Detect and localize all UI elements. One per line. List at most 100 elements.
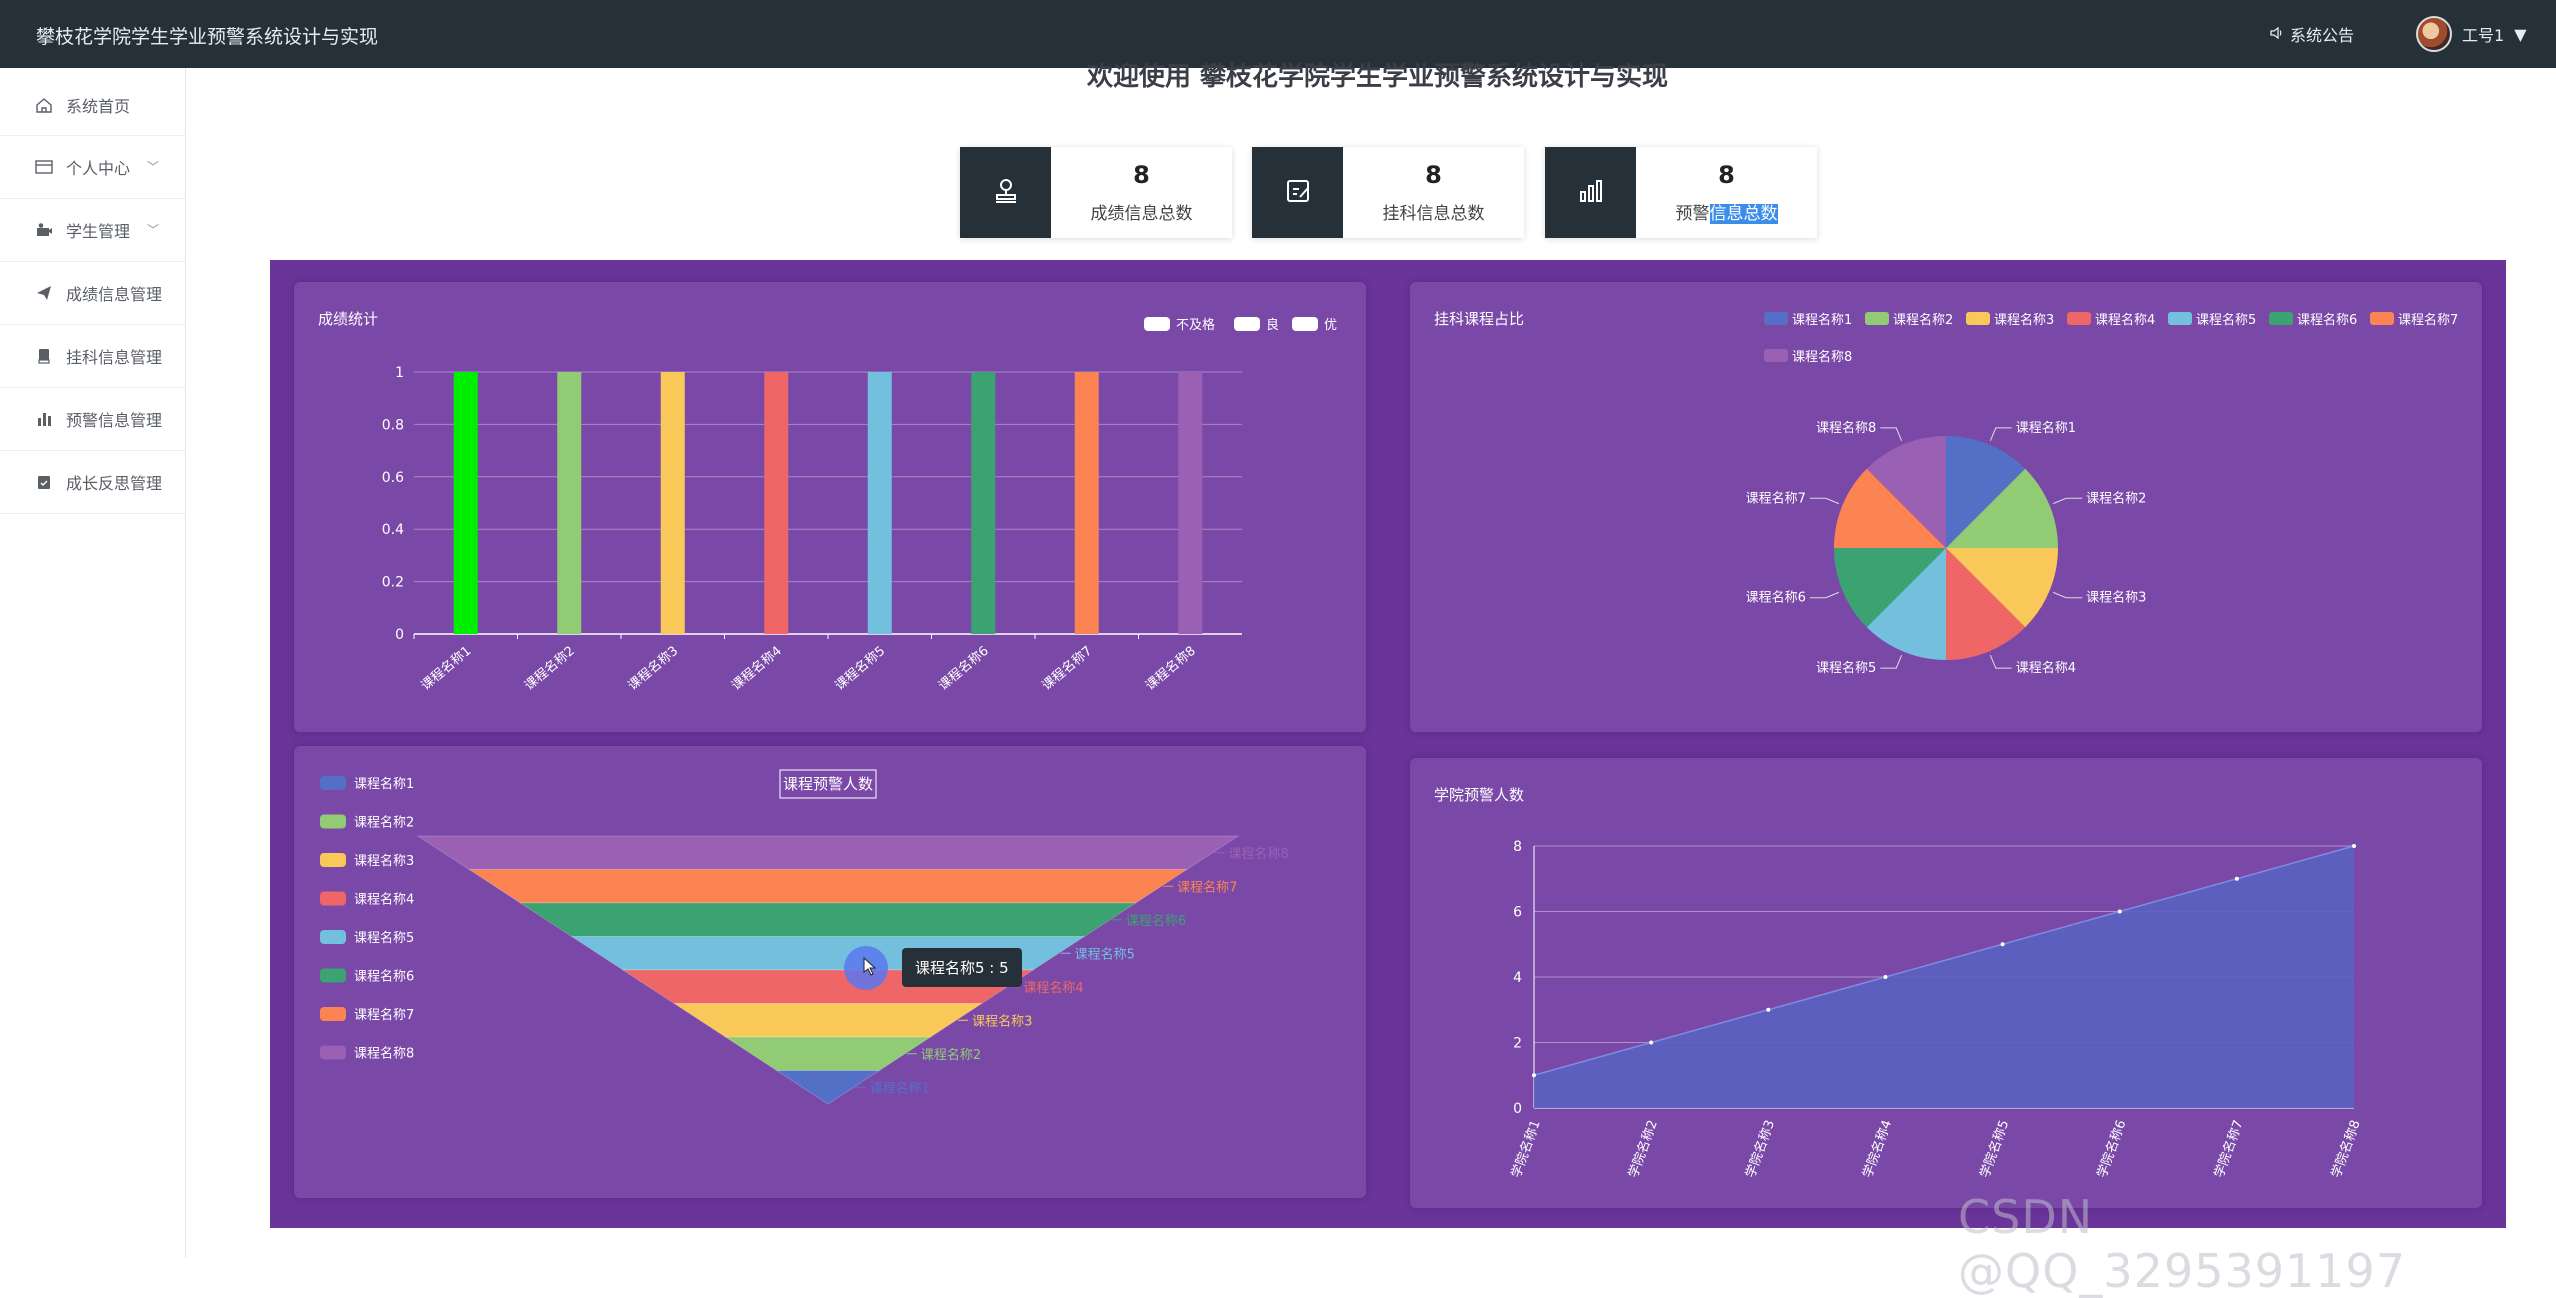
data-point (2234, 876, 2239, 881)
bar (764, 372, 789, 634)
sidebar-item-label: 预警信息管理 (66, 411, 163, 430)
funnel-label: 课程名称2 (921, 1047, 981, 1063)
chart-tooltip: 课程名称5 : 5 (902, 948, 1022, 987)
user-menu[interactable]: 工号1 ▼ (2416, 16, 2527, 52)
funnel-label: 课程名称5 (1075, 946, 1135, 962)
stat-label: 预警信息总数 (1675, 204, 1778, 224)
pie-label-line (2052, 591, 2083, 599)
x-tick-label: 学院名称7 (2211, 1118, 2247, 1180)
pie-label: 课程名称2 (2086, 490, 2146, 506)
panel-fail-ratio: 挂科课程占比 课程名称1 课程名称2 课程名称3 课程名称4 课程名称5 课程名称6 课程名… (1410, 282, 2482, 732)
pie-label: 课程名称7 (1746, 490, 1806, 506)
funnel-segment (416, 835, 1240, 870)
sidebar-item-warnings[interactable]: 预警信息管理 (0, 388, 185, 451)
sidebar-item-label: 系统首页 (66, 96, 131, 116)
sidebar-item-label: 成长反思管理 (66, 474, 163, 493)
bar (1074, 372, 1099, 634)
bar (660, 372, 685, 634)
stat-card-grades[interactable]: 8 成绩信息总数 (960, 147, 1232, 238)
legend-label: 课程名称5 (354, 930, 414, 946)
sidebar-item-profile[interactable]: 个人中心 ﹀ (0, 136, 185, 199)
x-tick-label: 学院名称2 (1625, 1118, 1661, 1180)
bar (867, 372, 892, 634)
chevron-down-icon: ﹀ (146, 223, 159, 237)
y-tick-label: 4 (1513, 970, 1522, 986)
top-bar: 攀枝花学院学生学业预警系统设计与实现 系统公告 工号1 ▼ (0, 0, 2556, 68)
pie-label-line (1809, 497, 1840, 505)
book-icon (34, 347, 54, 365)
legend-swatch (320, 814, 346, 829)
legend-label: 课程名称1 (354, 776, 414, 792)
area-fill (1534, 846, 2354, 1108)
sidebar-item-fails[interactable]: 挂科信息管理 (0, 325, 185, 388)
legend-label: 课程名称7 (354, 1007, 414, 1023)
watermark: CSDN @QQ_3295391197 (1958, 1190, 2407, 1298)
legend-label: 课程名称4 (2095, 312, 2155, 328)
y-tick-label: 2 (1513, 1036, 1522, 1052)
legend-swatch (1865, 312, 1889, 325)
legend-swatch (320, 930, 346, 944)
x-tick-label: 学院名称8 (2328, 1118, 2364, 1180)
clipboard-icon (34, 473, 54, 491)
pie-label-line (1989, 654, 2012, 669)
funnel-segment (518, 902, 1138, 937)
pie-slice (1834, 468, 1946, 548)
sidebar-item-label: 个人中心 (66, 159, 131, 178)
chart-title: 挂科课程占比 (1434, 310, 1525, 328)
stat-value: 8 (1425, 161, 1442, 189)
page-title: 欢迎使用 攀枝花学院学生学业预警系统设计与实现 (1087, 62, 1669, 92)
sidebar-item-reflection[interactable]: 成长反思管理 (0, 451, 185, 514)
legend-swatch (1292, 317, 1318, 331)
pie-slice (1866, 436, 1946, 548)
legend-swatch (320, 776, 346, 790)
funnel-label: 课程名称6 (1126, 913, 1186, 929)
pie-label: 课程名称5 (1816, 660, 1876, 676)
pie-label: 课程名称1 (2016, 420, 2076, 436)
legend-label: 课程名称2 (1893, 312, 1953, 328)
pie-label-line (1880, 654, 1903, 669)
profile-icon (34, 158, 54, 176)
sidebar-item-label: 成绩信息管理 (66, 285, 163, 304)
stat-card-fails[interactable]: 8 挂科信息总数 (1252, 147, 1524, 238)
panel-college-warnings: 学院预警人数 0 2 4 6 8 学院名称1 学院名称2 学院名称3 学院名称4 学院名称5 学院名… (1410, 758, 2482, 1208)
chart-title: 课程预警人数 (783, 775, 873, 793)
sidebar-item-grades[interactable]: 成绩信息管理 (0, 262, 185, 325)
legend-label: 良 (1266, 317, 1279, 333)
legend-swatch (2168, 312, 2192, 325)
data-point (1649, 1040, 1654, 1045)
funnel-label: 课程名称7 (1177, 879, 1237, 895)
stat-card-warnings[interactable]: 8 预警信息总数 (1545, 147, 1817, 238)
funnel-segment (672, 1003, 984, 1038)
bar-chart: 0 0.2 0.4 0.6 0.8 1 课程名称1 课程名称2 课程名称3 课程名称4 课程名称5 课… (382, 317, 1337, 694)
sidebar-item-students[interactable]: 学生管理 ﹀ (0, 199, 185, 262)
legend-label: 课程名称5 (2196, 312, 2256, 328)
pie-label-line (2052, 497, 2083, 505)
x-tick-label: 课程名称7 (1039, 643, 1095, 694)
x-tick-label: 课程名称2 (521, 643, 577, 694)
pie-chart: 课程名称1 课程名称2 课程名称3 课程名称4 课程名称5 课程名称6 课程名称7 课程名称8… (1746, 312, 2458, 676)
chart-area: 成绩统计 0 0.2 0.4 0.6 0.8 1 课程名称1 课程名称2 课程名称3 课程名称4 课… (270, 260, 2506, 1228)
y-tick-label: 0.2 (382, 575, 404, 591)
notice-button[interactable]: 系统公告 (2270, 22, 2354, 46)
edit-icon (1284, 177, 1312, 209)
y-tick-label: 6 (1513, 905, 1522, 921)
pie-label-line (1989, 427, 2012, 442)
funnel-segment (723, 1036, 933, 1071)
legend-swatch (2067, 312, 2091, 325)
pie-label: 课程名称8 (1816, 420, 1876, 436)
legend-swatch (320, 891, 346, 906)
funnel-segment (775, 1070, 881, 1105)
pie-label: 课程名称4 (2016, 660, 2076, 676)
funnel-label: 课程名称4 (1023, 980, 1083, 996)
y-tick-label: 0 (395, 627, 404, 643)
stamp-icon (992, 177, 1020, 209)
pie-label-line (1880, 427, 1903, 442)
area-chart: 0 2 4 6 8 学院名称1 学院名称2 学院名称3 学院名称4 学院名称5 学院名称6 学院名称7… (1508, 839, 2364, 1180)
data-point (1532, 1073, 1536, 1078)
pie-slice (1946, 548, 2058, 628)
panel-course-warnings: 课程预警人数 课程名称8 课程名称7 课程名称6 课程名称5 课程名称4 课程名称3 课程名称… (294, 746, 1366, 1198)
y-tick-label: 8 (1513, 839, 1522, 855)
sidebar-item-home[interactable]: 系统首页 (0, 68, 185, 136)
legend-swatch (2269, 312, 2293, 325)
